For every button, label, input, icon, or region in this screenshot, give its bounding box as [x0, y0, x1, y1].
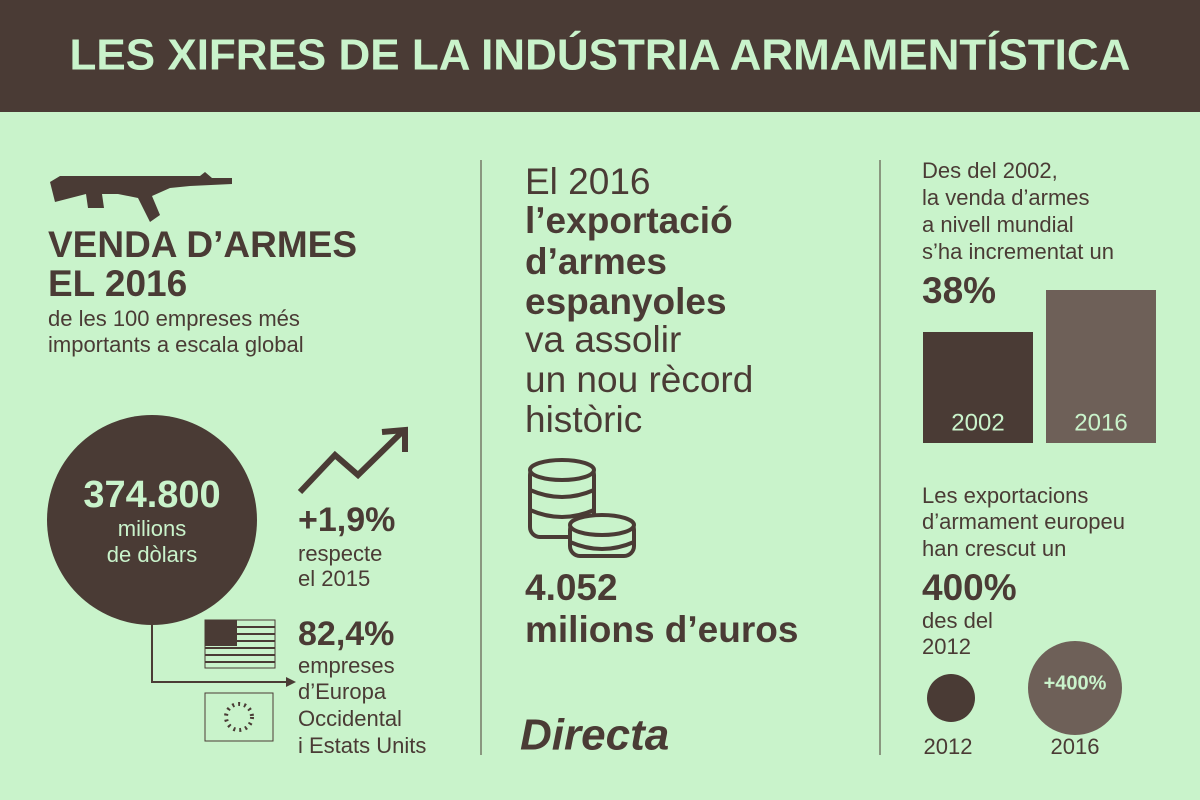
- logo: Directa: [520, 711, 669, 760]
- total-circle: [47, 415, 257, 625]
- share-note: i Estats Units: [298, 733, 426, 758]
- since: 2012: [922, 634, 971, 659]
- share-note: empreses: [298, 653, 395, 678]
- growth-arrow: [297, 429, 405, 495]
- rifle-icon: [50, 172, 232, 222]
- total-unit: de dòlars: [107, 542, 198, 567]
- bar-label: 2002: [951, 409, 1004, 436]
- world-text: a nivell mundial: [922, 212, 1074, 237]
- amount-unit: milions d’euros: [525, 609, 798, 650]
- subtitle: de les 100 empreses més: [48, 306, 300, 331]
- connector-head: [286, 677, 296, 687]
- world-text: la venda d’armes: [922, 185, 1090, 210]
- intro: El 2016: [525, 161, 651, 202]
- growth-arrow-head: [381, 426, 408, 452]
- title: LES XIFRES DE LA INDÚSTRIA ARMAMENTÍSTIC…: [70, 30, 1131, 80]
- total-unit: milions: [118, 516, 186, 541]
- europe-text: Les exportacions: [922, 483, 1088, 508]
- share-note: d’Europa: [298, 679, 387, 704]
- bold-line: l’exportació: [525, 200, 733, 241]
- bold-line: espanyoles: [525, 281, 727, 322]
- share-note: Occidental: [298, 706, 402, 731]
- light-line: va assolir: [525, 319, 681, 360]
- circle-label: 2012: [924, 734, 973, 759]
- world-increase: 38%: [922, 270, 996, 311]
- europe-increase: 400%: [922, 567, 1017, 608]
- us-flag: [204, 619, 276, 669]
- growth-note: el 2015: [298, 566, 370, 591]
- light-line: històric: [525, 399, 642, 440]
- amount: 4.052: [525, 567, 618, 608]
- heading: EL 2016: [48, 263, 187, 304]
- growth: +1,9%: [298, 501, 395, 539]
- header-bar: [0, 0, 1200, 112]
- since: des del: [922, 608, 993, 633]
- world-text: Des del 2002,: [922, 158, 1058, 183]
- growth-note: respecte: [298, 541, 382, 566]
- light-line: un nou rècord: [525, 359, 753, 400]
- eu-flag: [204, 692, 274, 742]
- world-text: s’ha incrementat un: [922, 239, 1114, 264]
- europe-text: d’armament europeu: [922, 509, 1125, 534]
- badge: +400%: [1044, 672, 1107, 694]
- coins-icon: [528, 458, 636, 558]
- bar: [923, 332, 1033, 443]
- circle-2012: [927, 674, 975, 722]
- bar-label: 2016: [1074, 409, 1127, 436]
- circle-2016: [1028, 641, 1122, 735]
- total: 374.800: [83, 474, 220, 516]
- share: 82,4%: [298, 615, 394, 653]
- connector: [151, 625, 290, 683]
- bar: [1046, 290, 1156, 443]
- europe-text: han crescut un: [922, 536, 1066, 561]
- bold-line: d’armes: [525, 241, 667, 282]
- heading: VENDA D’ARMES: [48, 224, 357, 265]
- subtitle: importants a escala global: [48, 332, 304, 357]
- circle-label: 2016: [1051, 734, 1100, 759]
